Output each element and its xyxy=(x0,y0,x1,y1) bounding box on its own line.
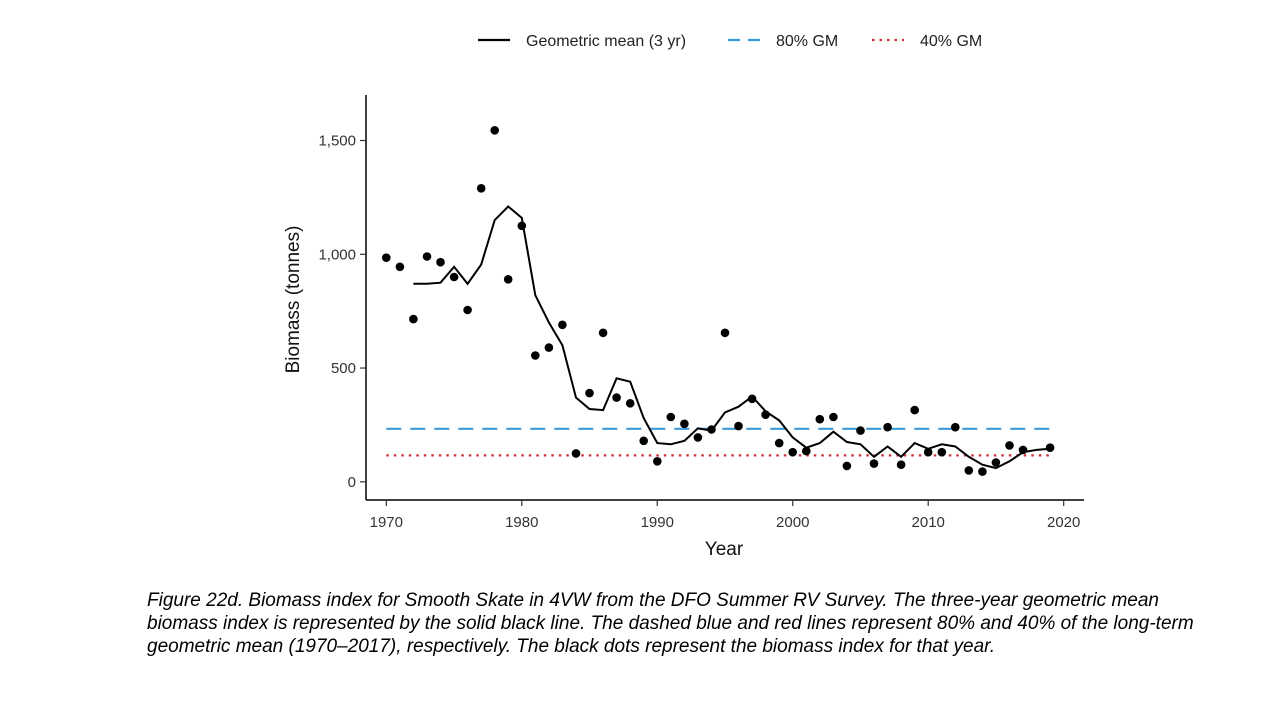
data-point xyxy=(693,433,703,442)
data-point xyxy=(531,351,540,360)
data-point xyxy=(1005,441,1014,450)
y-tick-label: 1,000 xyxy=(318,246,356,263)
figure-caption: Figure 22d. Biomass index for Smooth Ska… xyxy=(147,590,1194,657)
data-point xyxy=(449,272,459,282)
x-tick-label: 1980 xyxy=(505,514,538,531)
data-point xyxy=(802,446,811,456)
data-point xyxy=(991,458,1001,467)
data-point xyxy=(842,461,852,471)
data-point xyxy=(571,449,581,458)
x-tick-label: 2020 xyxy=(1047,514,1080,531)
data-point xyxy=(1045,443,1055,453)
x-tick-label: 1990 xyxy=(641,514,674,531)
data-point xyxy=(476,184,486,193)
data-point xyxy=(774,438,784,448)
data-point xyxy=(395,262,405,272)
data-point xyxy=(517,221,527,231)
legend-label: Geometric mean (3 yr) xyxy=(526,33,686,50)
data-point xyxy=(937,447,947,457)
axes: 1970 1980 1990 2000 2010 2020 0 500 1,000 1,500 Ye… xyxy=(283,95,1084,560)
x-tick-label: 1970 xyxy=(370,514,403,531)
data-point xyxy=(734,421,743,431)
legend: Geometric mean (3 yr) 80% GM 40% GM xyxy=(478,33,982,50)
y-tick-label: 0 xyxy=(348,474,356,491)
legend-label: 40% GM xyxy=(920,33,982,50)
data-point xyxy=(761,410,770,420)
data-point xyxy=(883,422,892,432)
geometric-mean-line xyxy=(413,205,1051,470)
y-axis-title: Biomass (tonnes) xyxy=(283,226,304,374)
data-point xyxy=(951,422,960,432)
data-point xyxy=(585,388,594,398)
data-point xyxy=(598,328,608,338)
data-point xyxy=(544,343,554,352)
data-point xyxy=(788,447,797,457)
legend-label: 80% GM xyxy=(776,33,838,50)
data-point xyxy=(653,457,662,466)
data-point xyxy=(869,459,879,468)
data-point xyxy=(612,393,621,402)
data-point xyxy=(829,412,838,422)
data-point xyxy=(639,436,648,446)
data-point xyxy=(503,275,513,284)
data-point xyxy=(422,252,432,261)
data-point xyxy=(896,460,906,470)
plot-area xyxy=(382,126,1055,476)
data-point xyxy=(856,426,865,435)
data-point xyxy=(1018,445,1028,455)
data-point xyxy=(923,447,933,457)
x-tick-label: 2000 xyxy=(776,514,809,531)
data-point xyxy=(436,257,445,267)
data-point xyxy=(910,405,919,415)
data-point xyxy=(964,466,974,475)
data-point xyxy=(707,425,716,434)
data-point xyxy=(666,412,676,422)
x-axis-title: Year xyxy=(705,539,744,560)
data-point xyxy=(463,305,472,315)
data-point xyxy=(490,126,500,135)
x-tick-label: 2010 xyxy=(912,514,945,531)
data-point xyxy=(625,399,635,408)
data-point xyxy=(978,467,987,476)
data-point xyxy=(558,320,567,330)
data-point xyxy=(680,419,689,429)
data-point xyxy=(409,314,418,324)
data-point xyxy=(747,394,757,404)
y-tick-label: 500 xyxy=(331,360,356,377)
data-point xyxy=(382,253,391,262)
data-point xyxy=(720,328,730,338)
data-point xyxy=(815,414,825,424)
y-tick-label: 1,500 xyxy=(318,133,356,150)
